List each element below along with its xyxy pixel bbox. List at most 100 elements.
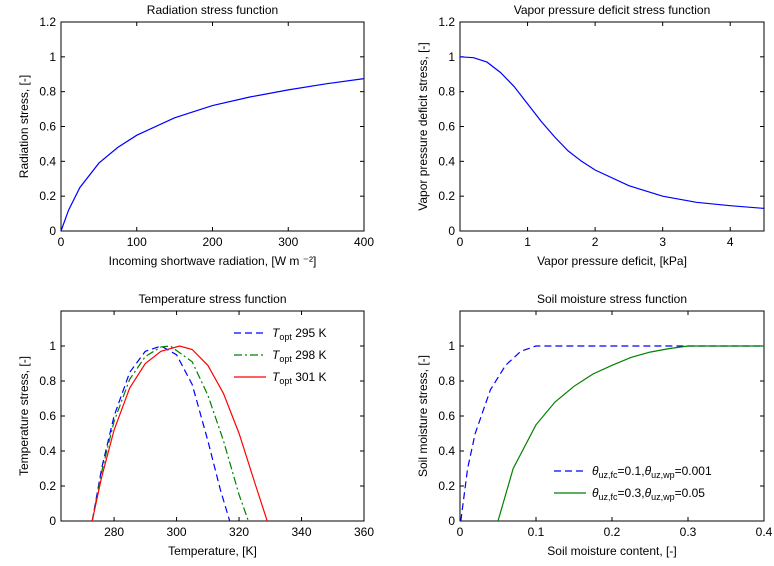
series-line-1 — [459, 56, 765, 209]
chart-panel-4: 0 0.1 0.2 0.3 0.4 0 0.2 0.4 0.6 0.8 1 Soil moisture… — [416, 292, 773, 558]
y-tick-label: 1 — [448, 50, 455, 64]
x-tick-label: 340 — [292, 525, 312, 539]
x-tick-label: 0 — [457, 525, 464, 539]
x-tick-label: 320 — [229, 525, 249, 539]
plot-area — [60, 310, 365, 522]
x-tick-label: 0.4 — [756, 525, 773, 539]
legend-legend-suffix: 301 K — [292, 370, 327, 384]
y-tick-label: 1.2 — [438, 15, 455, 29]
x-tick-label: 0.1 — [528, 525, 545, 539]
y-tick-label: 0.6 — [39, 120, 56, 134]
series-line-1 — [460, 345, 764, 522]
legend-legend-suffix: 298 K — [292, 348, 327, 362]
legend-legend-subscript2: uz,wp — [651, 470, 675, 480]
y-tick-label: 1 — [448, 339, 455, 353]
y-tick-label: 0.8 — [39, 85, 56, 99]
y-tick-label: 0 — [448, 514, 455, 528]
x-axis-label: Incoming shortwave radiation, [W m ⁻²] — [109, 254, 317, 268]
x-tick-label: 3 — [659, 235, 666, 249]
legend-legend-symbol2: θ — [645, 464, 652, 478]
x-tick-label: 300 — [167, 525, 187, 539]
legend-legend-symbol: T — [272, 370, 281, 384]
x-axis-label: Vapor pressure deficit, [kPa] — [537, 254, 687, 268]
y-tick-label: 0.4 — [39, 444, 56, 458]
x-tick-label: 2 — [592, 235, 599, 249]
y-axis-label: Temperature stress, [-] — [17, 356, 31, 476]
chart-panel-1: 0 100 200 300 400 0 0.2 0.4 0.6 0.8 1 1.2 Radiation … — [17, 3, 374, 268]
legend-legend-symbol: θ — [592, 464, 599, 478]
legend-legend-subscript: uz,fc — [599, 470, 619, 480]
x-tick-label: 0 — [58, 235, 65, 249]
x-tick-label: 1 — [524, 235, 531, 249]
x-tick-label: 0.3 — [680, 525, 697, 539]
legend-legend-suffix2: =0.05 — [675, 486, 706, 500]
x-tick-label: 4 — [727, 235, 734, 249]
x-tick-label: 0.2 — [604, 525, 621, 539]
series-line-1 — [60, 78, 365, 232]
series-line-2 — [91, 345, 249, 522]
legend-entry: θuz,fc=0.3,θuz,wp=0.05 — [592, 486, 705, 502]
x-tick-label: 400 — [354, 235, 374, 249]
legend-legend-subscript: opt — [279, 354, 292, 364]
y-tick-label: 0.8 — [438, 374, 455, 388]
y-tick-label: 0.6 — [39, 409, 56, 423]
legend-legend-symbol: T — [272, 348, 281, 362]
y-axis-label: Soil moisture stress, [-] — [416, 355, 430, 477]
legend-legend-suffix2: =0.001 — [675, 464, 712, 478]
y-tick-label: 0.4 — [438, 154, 455, 168]
legend-legend-symbol: T — [272, 326, 281, 340]
chart-panel-2: 0 1 2 3 4 0 0.2 0.4 0.6 0.8 1 1.2 Vapor pressure def… — [416, 3, 765, 268]
legend-legend-suffix: =0.1, — [618, 464, 645, 478]
chart-panel-3: 280 300 320 340 360 0 0.2 0.4 0.6 0.8 1 Temperature… — [17, 292, 374, 558]
plot-area — [459, 21, 765, 232]
series-line-2 — [497, 345, 764, 522]
y-axis-label: Vapor pressure deficit stress, [-] — [416, 42, 430, 211]
legend-entry: Topt 301 K — [272, 370, 327, 386]
y-tick-label: 0.6 — [438, 120, 455, 134]
chart-title: Temperature stress function — [138, 292, 286, 306]
y-tick-label: 0.4 — [438, 444, 455, 458]
plot-area — [60, 21, 365, 232]
legend-entry: Topt 298 K — [272, 348, 327, 364]
y-tick-label: 1 — [49, 339, 56, 353]
y-tick-label: 0 — [448, 224, 455, 238]
legend-legend-symbol2: θ — [645, 486, 652, 500]
y-tick-label: 0.2 — [438, 189, 455, 203]
legend-legend-subscript: uz,fc — [599, 492, 619, 502]
x-tick-label: 0 — [457, 235, 464, 249]
y-tick-label: 0.8 — [438, 85, 455, 99]
legend-legend-suffix: 295 K — [292, 326, 327, 340]
y-tick-label: 1 — [49, 50, 56, 64]
x-tick-label: 280 — [104, 525, 124, 539]
y-tick-label: 0.2 — [39, 479, 56, 493]
x-tick-label: 360 — [354, 525, 374, 539]
legend-entry: θuz,fc=0.1,θuz,wp=0.001 — [592, 464, 712, 480]
y-tick-label: 0 — [49, 514, 56, 528]
y-tick-label: 0.4 — [39, 154, 56, 168]
y-tick-label: 0 — [49, 224, 56, 238]
legend-legend-suffix: =0.3, — [618, 486, 645, 500]
legend-legend-subscript: opt — [279, 376, 292, 386]
series-line-3 — [91, 345, 268, 522]
x-axis-label: Temperature, [K] — [168, 544, 257, 558]
legend-legend-subscript2: uz,wp — [651, 492, 675, 502]
x-tick-label: 300 — [278, 235, 298, 249]
legend-entry: Topt 295 K — [272, 326, 327, 342]
legend-legend-symbol: θ — [592, 486, 599, 500]
y-axis-label: Radiation stress, [-] — [17, 75, 31, 178]
y-tick-label: 0.6 — [438, 409, 455, 423]
chart-title: Soil moisture stress function — [537, 292, 687, 306]
x-tick-label: 200 — [202, 235, 222, 249]
chart-title: Radiation stress function — [147, 3, 278, 17]
series-line-1 — [91, 345, 231, 522]
y-tick-label: 0.8 — [39, 374, 56, 388]
x-axis-label: Soil moisture content, [-] — [547, 544, 676, 558]
y-tick-label: 1.2 — [39, 15, 56, 29]
legend: θuz,fc=0.1,θuz,wp=0.001θuz,fc=0.3,θuz,wp… — [554, 464, 712, 502]
y-tick-label: 0.2 — [438, 479, 455, 493]
plot-area — [459, 310, 765, 522]
chart-title: Vapor pressure deficit stress function — [514, 3, 711, 17]
y-tick-label: 0.2 — [39, 189, 56, 203]
